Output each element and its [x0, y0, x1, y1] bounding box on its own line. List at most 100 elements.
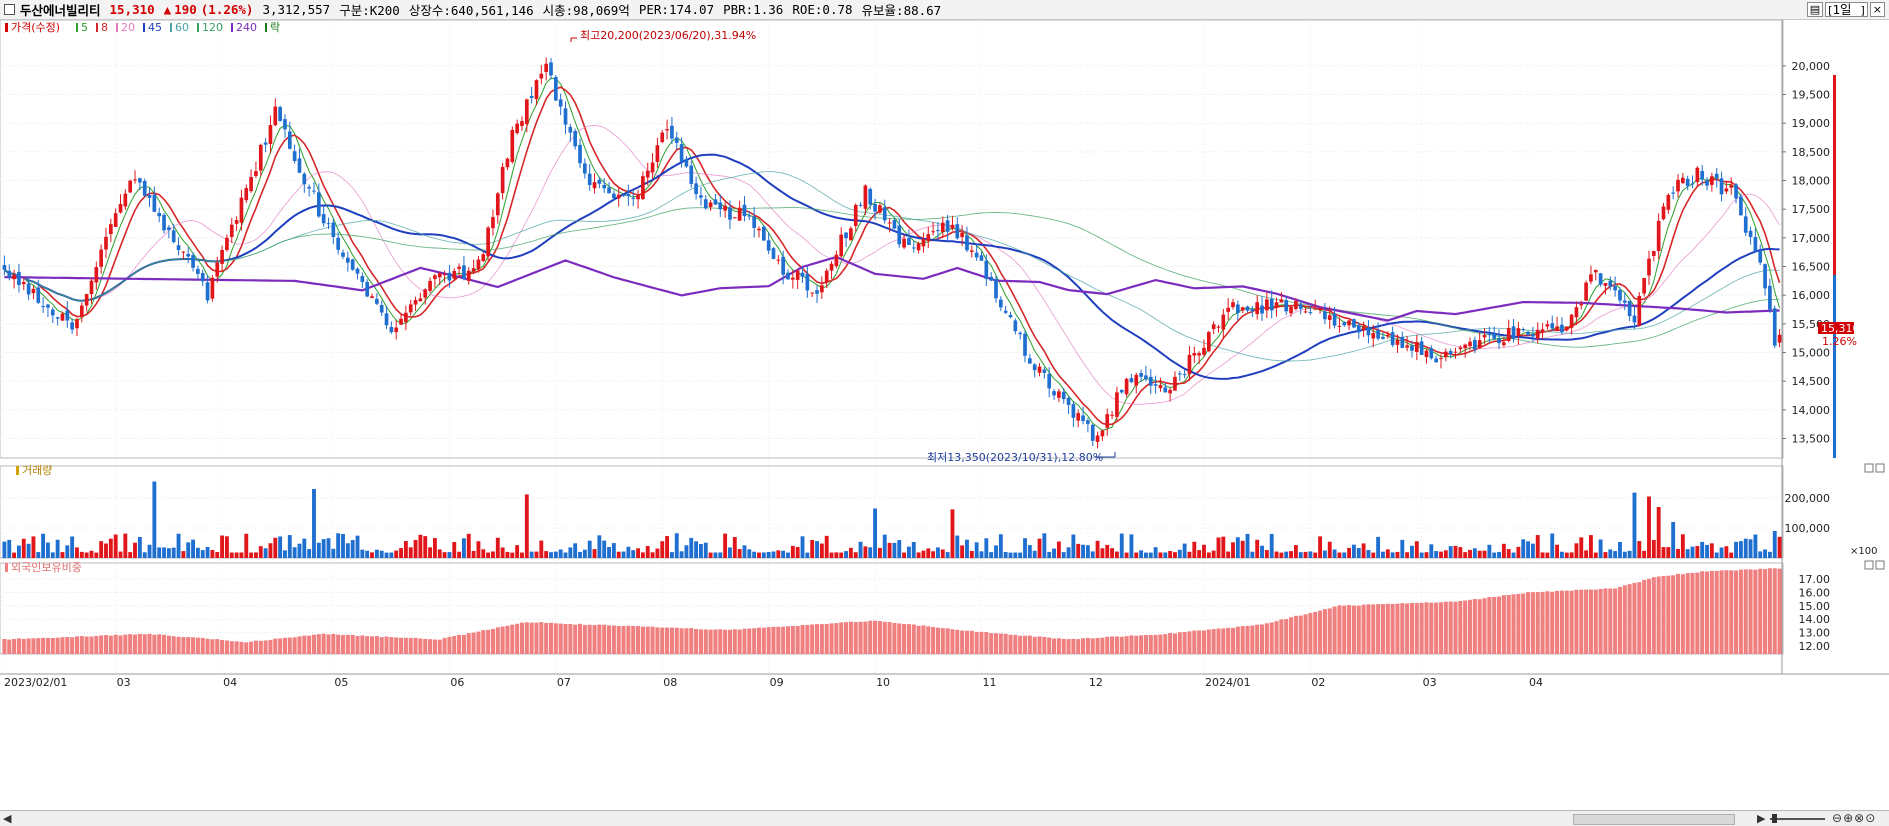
candle-body	[365, 281, 370, 297]
foreign-bar	[408, 637, 413, 654]
foreign-bar	[345, 634, 350, 654]
volume-pane-min-icon[interactable]	[1864, 463, 1874, 473]
candle-body	[60, 313, 65, 321]
candle-body	[263, 142, 268, 145]
candle-body	[965, 235, 969, 251]
foreign-bar	[65, 636, 70, 654]
volume-bar	[1530, 543, 1535, 558]
foreign-bar	[689, 628, 694, 654]
volume-bar	[210, 550, 215, 558]
candle-body	[786, 272, 790, 280]
foreign-bar	[191, 637, 196, 654]
volume-bar	[1376, 536, 1381, 558]
zoom-buttons[interactable]: ⊖⊕⊗⊙	[1832, 811, 1876, 825]
foreign-bar	[1772, 568, 1777, 654]
zoom-out-icon[interactable]: ⊖	[1832, 811, 1844, 825]
volume-bar	[1574, 543, 1579, 558]
per-value: PER:174.07	[638, 2, 715, 17]
candle-body	[1037, 366, 1042, 373]
candle-body	[128, 180, 133, 193]
candle-body	[1550, 323, 1555, 329]
candle-body	[191, 255, 195, 268]
candle-body	[94, 267, 99, 283]
zoom-fit-icon[interactable]: ⊙	[1865, 811, 1877, 825]
foreign-bar	[790, 625, 795, 654]
candle-body	[1361, 326, 1366, 331]
stock-name[interactable]: 두산에너빌리티	[20, 3, 101, 18]
candle-body	[447, 272, 452, 281]
foreign-bar	[679, 628, 684, 654]
candle-body	[462, 265, 466, 279]
foreign-pane-min-icon[interactable]	[1864, 560, 1874, 570]
candle-body	[75, 319, 79, 329]
foreign-bar	[1448, 601, 1453, 654]
foreign-bar	[640, 626, 645, 654]
volume-bar	[1356, 547, 1361, 558]
foreign-bar	[979, 631, 984, 654]
foreign-bar	[292, 637, 297, 654]
trade-volume: 3,312,557	[262, 2, 331, 17]
zoom-reset-icon[interactable]: ⊗	[1854, 811, 1866, 825]
foreign-bar	[1569, 590, 1574, 654]
foreign-bar	[399, 637, 404, 654]
volume-bar	[790, 545, 795, 558]
scroll-thumb[interactable]	[1573, 814, 1735, 825]
window-menu-icon[interactable]: ▤	[1806, 2, 1824, 17]
volume-bar	[457, 551, 462, 558]
period-button[interactable]: [1일]	[1825, 2, 1868, 17]
candle-body	[1724, 188, 1729, 192]
foreign-bar	[727, 629, 732, 654]
checkbox-icon[interactable]	[4, 4, 15, 15]
foreign-bar	[1245, 625, 1250, 654]
candle-body	[1448, 351, 1453, 355]
foreign-bar	[423, 638, 428, 654]
volume-bar	[776, 550, 781, 558]
scroll-left-icon[interactable]: ◀	[3, 812, 12, 825]
candle-body	[708, 202, 713, 208]
volume-bar	[1216, 537, 1221, 558]
volume-bar	[1589, 535, 1593, 558]
foreign-bar	[1037, 636, 1042, 654]
volume-bar	[611, 543, 616, 558]
candle-body	[592, 182, 597, 189]
foreign-bar	[21, 638, 26, 654]
zoom-slider-knob[interactable]	[1772, 814, 1777, 823]
zoom-in-icon[interactable]: ⊕	[1843, 811, 1855, 825]
volume-bar	[1289, 551, 1293, 558]
volume-bar	[510, 552, 515, 558]
volume-legend-label[interactable]: 거래량	[22, 464, 52, 477]
foreign-bar	[510, 624, 515, 654]
candle-body	[563, 108, 568, 125]
candle-body	[524, 99, 529, 125]
volume-bar	[950, 509, 955, 558]
volume-bar	[1772, 531, 1777, 558]
volume-bar	[70, 536, 75, 558]
candle-body	[636, 195, 640, 200]
foreign-bar	[1216, 628, 1221, 654]
candle-body	[1414, 341, 1419, 352]
x-tick-label: 12	[1089, 676, 1103, 689]
window-close-icon[interactable]: ×	[1869, 2, 1885, 17]
candle-body	[989, 276, 993, 281]
volume-bar	[1569, 552, 1574, 558]
volume-pane-close-icon[interactable]	[1875, 463, 1885, 473]
volume-bar	[1472, 548, 1477, 558]
zoom-slider-track[interactable]	[1770, 818, 1825, 820]
foreign-bar	[74, 636, 80, 654]
legend-price-swatch	[5, 23, 8, 32]
foreign-bar	[960, 630, 965, 654]
foreign-bar	[515, 623, 520, 654]
candle-body	[679, 144, 684, 162]
volume-bar	[1076, 543, 1081, 558]
volume-bar	[684, 545, 689, 558]
volume-bar	[128, 552, 133, 558]
stock-chart[interactable]: 13,50014,00014,50015,00015,50016,00016,5…	[0, 20, 1889, 810]
legend-price-label[interactable]: 가격(수정)	[11, 21, 60, 34]
price-tick-label: 15,000	[1792, 347, 1831, 360]
volume-bar	[1139, 550, 1144, 558]
scroll-right-icon[interactable]: ▶	[1757, 812, 1766, 825]
foreign-legend-label[interactable]: 외국인보유비중	[11, 561, 82, 574]
foreign-pane-close-icon[interactable]	[1875, 560, 1885, 570]
foreign-bar	[1042, 636, 1047, 654]
foreign-bar	[844, 622, 849, 654]
